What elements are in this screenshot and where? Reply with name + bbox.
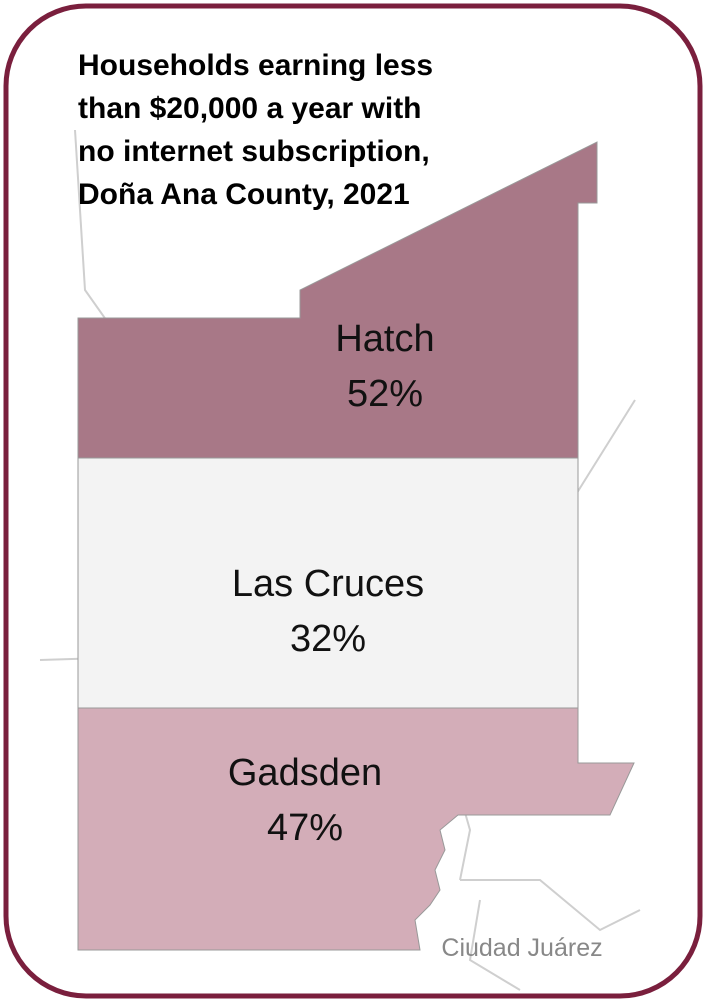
region-value: 52% [347,373,423,415]
title: Households earning less than $20,000 a y… [78,49,434,211]
regions: Hatch 52% Las Cruces 32% Gadsden 47% [77,141,635,951]
region-value: 32% [290,618,366,660]
region-name: Hatch [335,318,434,360]
place-label: Ciudad Juárez [441,934,602,962]
region-name: Gadsden [228,752,382,794]
region-name: Las Cruces [232,563,424,605]
region-value: 47% [267,807,343,849]
region [77,707,635,951]
